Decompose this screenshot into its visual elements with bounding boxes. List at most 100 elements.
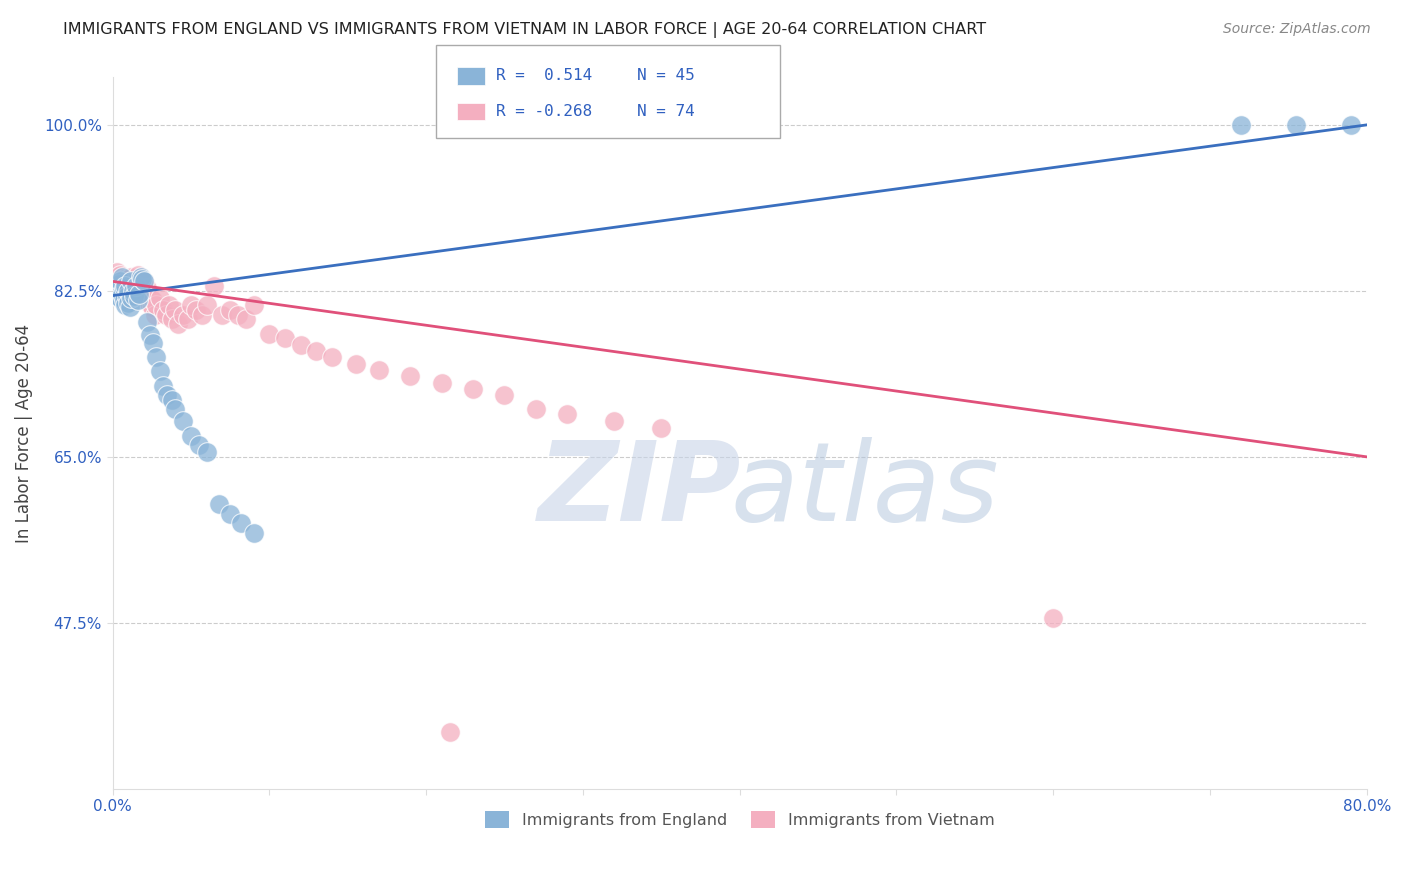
Point [110, 274, 132, 288]
Point [125, 279, 148, 293]
Point [1042, 611, 1064, 625]
Point [439, 725, 461, 739]
Point [114, 291, 136, 305]
Point [524, 402, 547, 417]
Text: IMMIGRANTS FROM ENGLAND VS IMMIGRANTS FROM VIETNAM IN LABOR FORCE | AGE 20-64 CO: IMMIGRANTS FROM ENGLAND VS IMMIGRANTS FR… [63, 22, 987, 38]
Point [132, 274, 155, 288]
Point [138, 296, 160, 310]
Point [184, 302, 207, 317]
Point [115, 288, 138, 302]
Text: N = 45: N = 45 [637, 69, 695, 83]
Point [165, 302, 187, 317]
Point [110, 291, 132, 305]
Point [155, 308, 177, 322]
Point [1340, 118, 1362, 132]
Point [141, 300, 163, 314]
Point [104, 269, 127, 284]
Point [105, 265, 128, 279]
Point [136, 281, 159, 295]
Point [219, 507, 242, 521]
Point [235, 312, 257, 326]
Point [195, 298, 218, 312]
Point [127, 268, 149, 282]
Point [229, 516, 252, 531]
Point [191, 308, 214, 322]
Point [129, 271, 152, 285]
Point [142, 293, 165, 308]
Point [157, 298, 180, 312]
Point [118, 300, 141, 314]
Point [112, 293, 135, 308]
Point [167, 317, 190, 331]
Point [204, 279, 226, 293]
Text: N = 74: N = 74 [637, 104, 695, 119]
Text: ZIP: ZIP [537, 436, 741, 543]
Point [105, 279, 128, 293]
Point [104, 288, 127, 302]
Point [494, 388, 516, 402]
Point [208, 497, 231, 511]
Point [555, 407, 578, 421]
Point [112, 284, 135, 298]
Point [143, 308, 166, 322]
Point [145, 351, 167, 365]
Point [139, 288, 162, 302]
Point [148, 291, 170, 305]
Point [131, 271, 153, 285]
Point [131, 284, 153, 298]
Point [132, 274, 155, 288]
Point [305, 343, 328, 358]
Point [177, 312, 200, 326]
Point [399, 369, 422, 384]
Point [120, 274, 142, 288]
Point [160, 392, 183, 407]
Point [195, 445, 218, 459]
Point [172, 308, 194, 322]
Point [152, 302, 174, 317]
Point [117, 271, 139, 285]
Point [290, 338, 312, 352]
Point [115, 277, 138, 292]
Point [122, 284, 145, 298]
Point [125, 274, 148, 288]
Point [180, 298, 202, 312]
Point [134, 288, 156, 302]
Text: atlas: atlas [731, 436, 1000, 543]
Point [226, 308, 249, 322]
Point [156, 388, 179, 402]
Point [122, 291, 145, 305]
Point [219, 302, 242, 317]
Point [124, 288, 146, 302]
Point [118, 274, 141, 288]
Point [136, 315, 159, 329]
Point [128, 286, 150, 301]
Point [1285, 118, 1308, 132]
Point [120, 269, 142, 284]
Point [107, 284, 129, 298]
Point [118, 288, 141, 302]
Point [114, 298, 136, 312]
Point [117, 284, 139, 298]
Point [129, 269, 152, 284]
Point [122, 277, 145, 292]
Point [187, 438, 209, 452]
Point [148, 364, 170, 378]
Point [430, 376, 453, 390]
Point [1230, 118, 1253, 132]
Point [259, 326, 281, 341]
Point [139, 328, 162, 343]
Y-axis label: In Labor Force | Age 20-64: In Labor Force | Age 20-64 [15, 324, 32, 542]
Point [650, 421, 672, 435]
Point [112, 271, 135, 285]
Point [160, 312, 183, 326]
Point [368, 362, 391, 376]
Point [112, 281, 135, 295]
Point [110, 268, 132, 282]
Point [111, 274, 134, 288]
Point [107, 271, 129, 285]
Point [142, 336, 165, 351]
Point [242, 525, 264, 540]
Text: R =  0.514: R = 0.514 [496, 69, 592, 83]
Point [274, 331, 297, 345]
Point [321, 351, 343, 365]
